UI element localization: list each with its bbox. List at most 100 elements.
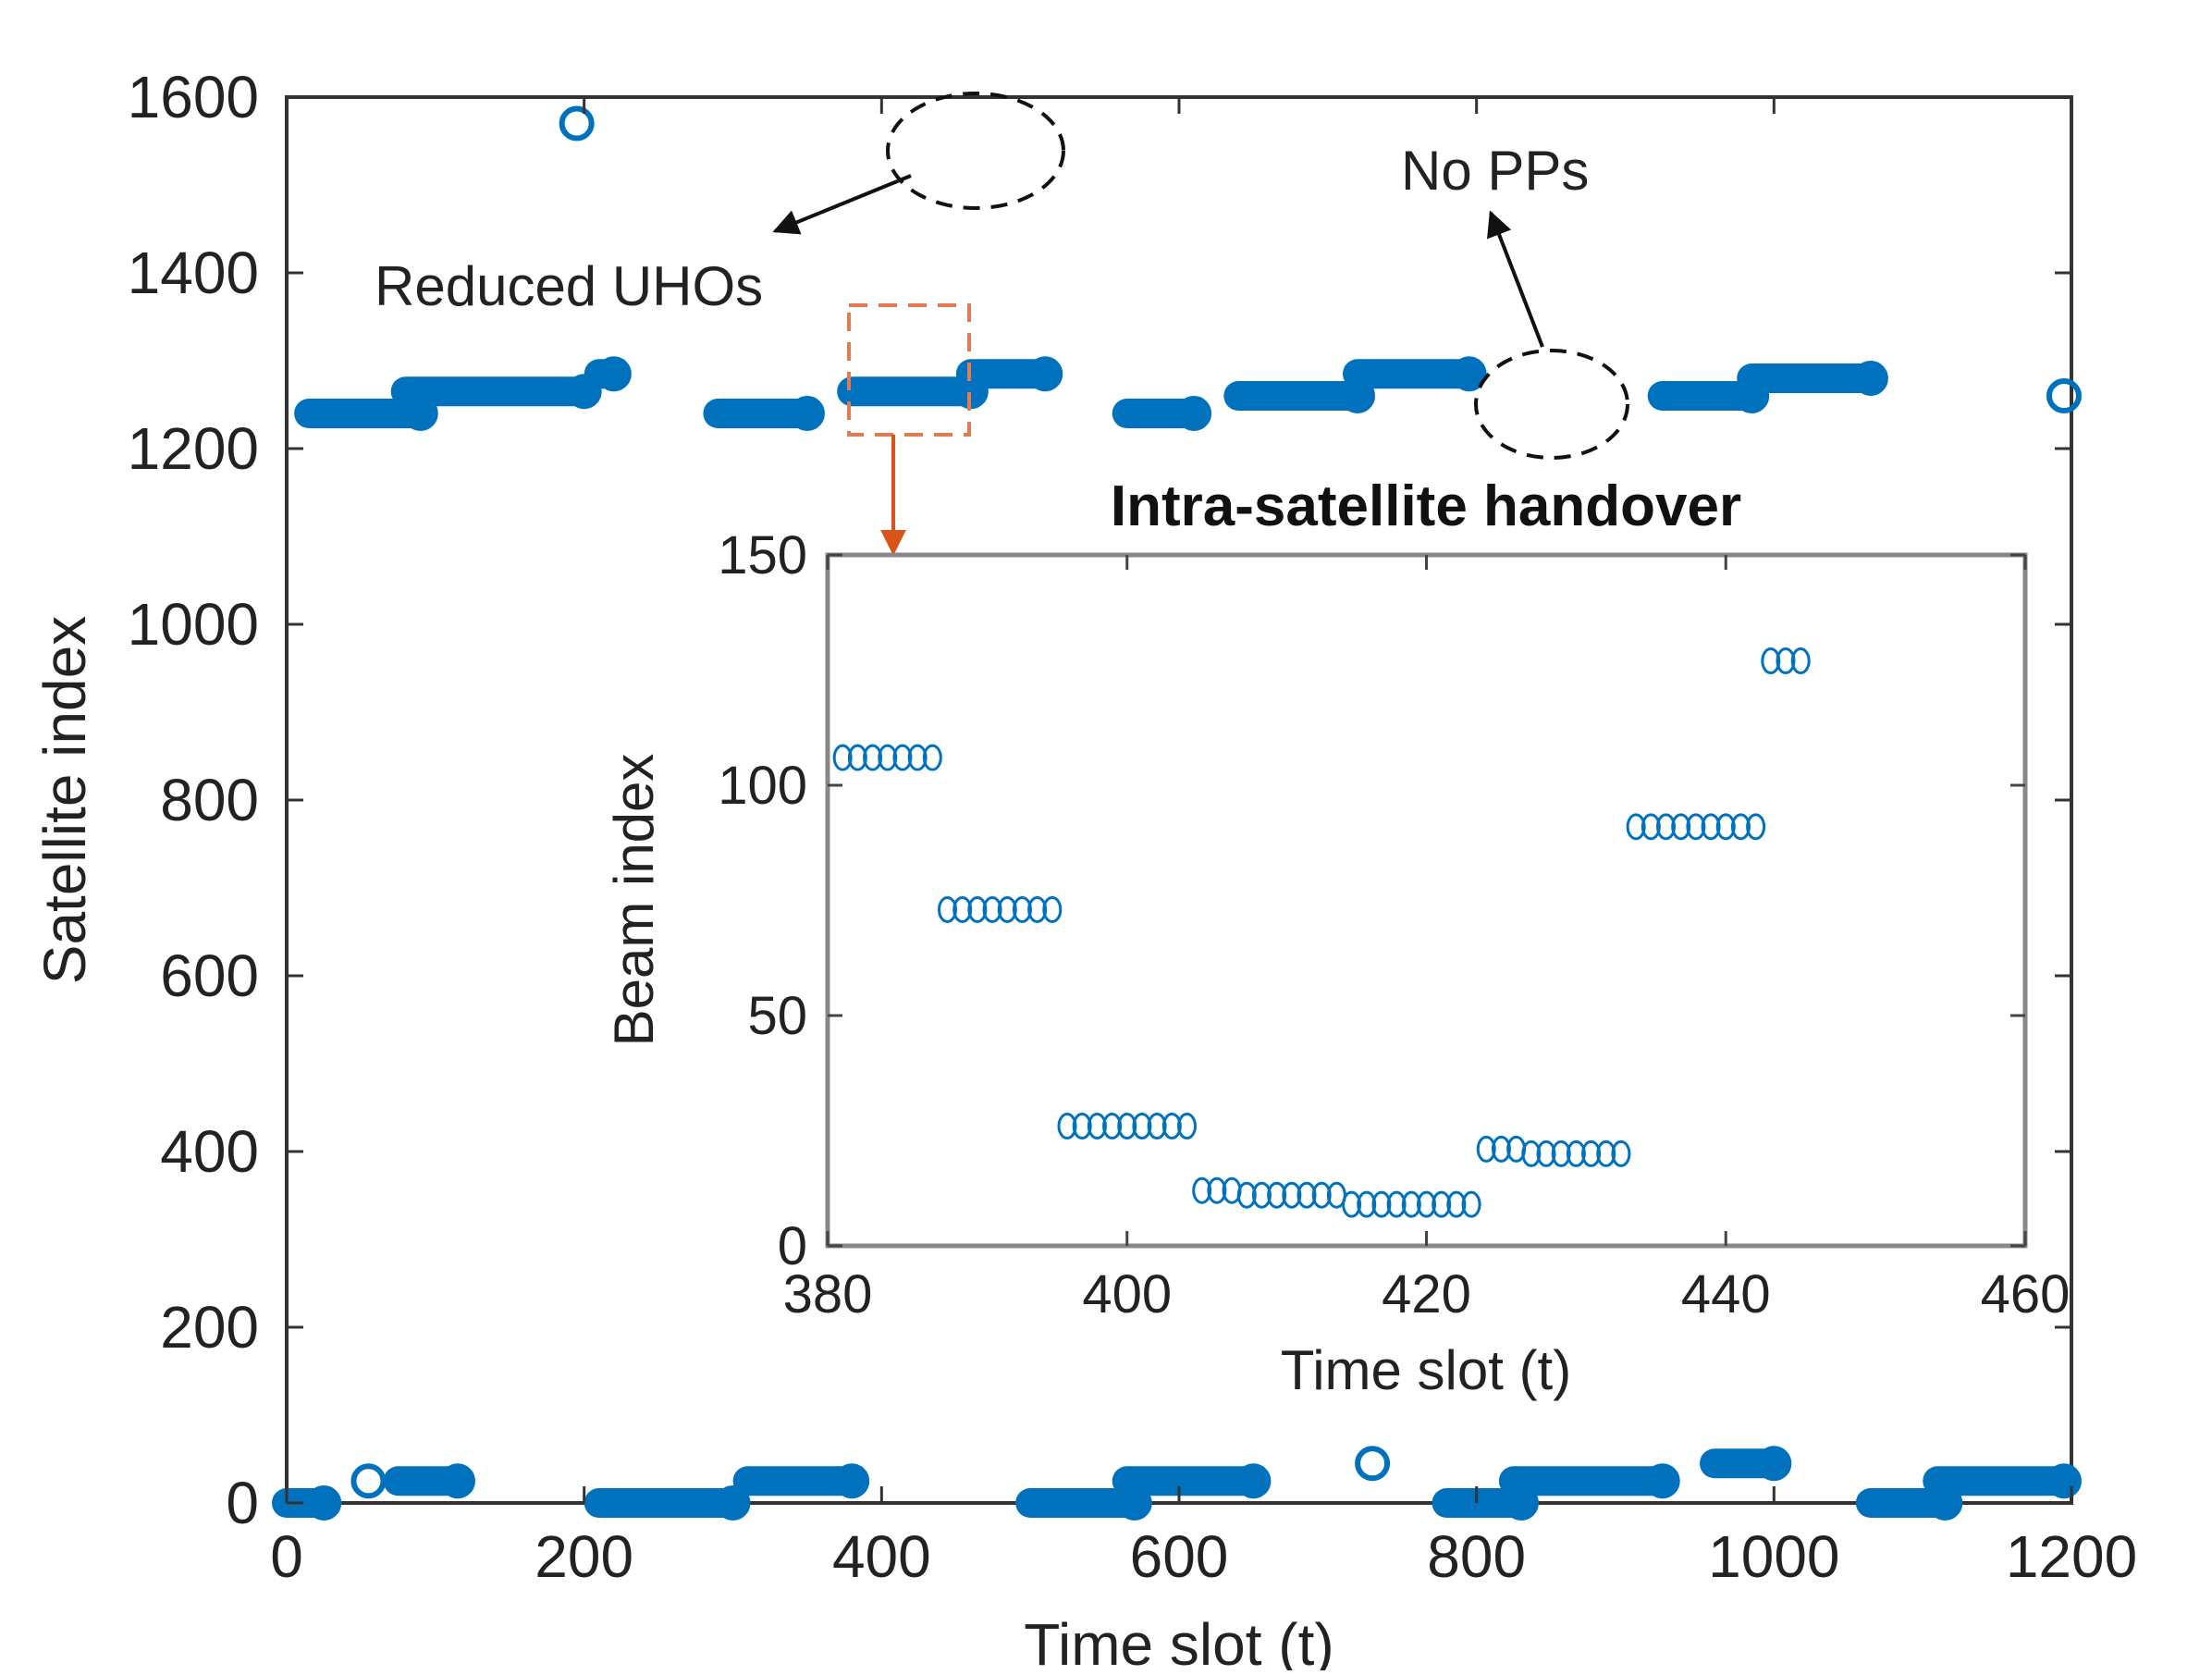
main-x-tick-label: 200 bbox=[535, 1523, 633, 1590]
main-data-point bbox=[2046, 1463, 2082, 1499]
main-data-point bbox=[1355, 1446, 1391, 1482]
inset-data-point bbox=[1715, 813, 1736, 841]
inset-data-point bbox=[1446, 1190, 1467, 1218]
main-data-point bbox=[350, 1463, 387, 1499]
inset-data-point bbox=[1551, 1139, 1571, 1167]
inset-data-point bbox=[1132, 1113, 1152, 1140]
inset-y-tick-label: 150 bbox=[718, 525, 807, 585]
inset-data-point bbox=[907, 744, 928, 771]
no-pps-label: No PPs bbox=[1401, 140, 1589, 202]
main-data-point bbox=[1644, 1463, 1680, 1499]
inset-data-point bbox=[1027, 895, 1048, 923]
inset-data-point bbox=[1012, 895, 1032, 923]
inset-plot-frame bbox=[825, 552, 2028, 1249]
inset-y-axis-title: Beam index bbox=[603, 754, 665, 1047]
inset-data-point bbox=[1042, 895, 1063, 923]
zoom-highlight-box bbox=[847, 303, 971, 437]
main-data-point bbox=[2046, 378, 2082, 413]
inset-x-ticks: 380 400 420 440 460 bbox=[783, 555, 2071, 1324]
main-x-tick-label: 400 bbox=[832, 1523, 931, 1590]
inset-data-point bbox=[1790, 647, 1811, 675]
inset-x-axis-title: Time slot (t) bbox=[1281, 1339, 1571, 1401]
main-y-tick-label: 400 bbox=[160, 1118, 259, 1185]
inset-data-point bbox=[1432, 1190, 1452, 1218]
main-y-tick-label: 0 bbox=[226, 1470, 259, 1536]
inset-data-point bbox=[1401, 1190, 1421, 1218]
main-y-tick-label: 1200 bbox=[128, 415, 259, 482]
main-y-axis-title: Satellite index bbox=[31, 616, 98, 984]
inset-data-point bbox=[1177, 1113, 1197, 1140]
inset-data-point bbox=[1566, 1139, 1586, 1167]
main-data-segment bbox=[584, 359, 629, 389]
main-data-segment bbox=[383, 1466, 473, 1496]
inset-marks bbox=[832, 647, 1811, 1218]
inset-data-point bbox=[847, 744, 867, 771]
inset-data-point bbox=[1357, 1190, 1377, 1218]
main-y-tick-label: 600 bbox=[160, 942, 259, 1009]
inset-data-point bbox=[1282, 1181, 1302, 1209]
inset-data-point bbox=[863, 744, 883, 771]
inset-data-point bbox=[1491, 1135, 1511, 1163]
main-data-segment bbox=[1700, 1448, 1789, 1479]
main-x-tick-label: 1200 bbox=[2006, 1523, 2137, 1590]
inset-data-point bbox=[1536, 1139, 1556, 1167]
inset-data-point bbox=[1236, 1181, 1257, 1209]
main-data-segment bbox=[1923, 1466, 2079, 1496]
main-data-segment bbox=[837, 376, 986, 407]
inset-data-point bbox=[1656, 813, 1676, 841]
inset-x-tick-label: 460 bbox=[1981, 1264, 2071, 1324]
inset-data-point bbox=[1342, 1190, 1362, 1218]
inset-data-point bbox=[1417, 1190, 1436, 1218]
inset-data-point bbox=[982, 895, 1002, 923]
main-y-tick-label: 1000 bbox=[128, 591, 259, 658]
main-data-segment bbox=[294, 399, 436, 428]
inset-x-tick-label: 380 bbox=[783, 1264, 873, 1324]
inset-data-point bbox=[1371, 1190, 1392, 1218]
main-data-segment bbox=[1343, 359, 1484, 389]
inset-plot: 380 400 420 440 460 0 50 100 150 Intra-satellit… bbox=[603, 474, 2070, 1401]
main-y-tick-label: 800 bbox=[160, 767, 259, 833]
main-data-point bbox=[1235, 1463, 1272, 1499]
inset-data-point bbox=[832, 744, 853, 771]
inset-data-point bbox=[1686, 813, 1706, 841]
main-data-segment bbox=[703, 399, 822, 428]
main-x-tick-label: 600 bbox=[1130, 1523, 1229, 1590]
main-data-segment bbox=[390, 376, 599, 407]
inset-data-point bbox=[1386, 1190, 1407, 1218]
inset-data-point bbox=[1057, 1113, 1077, 1140]
inset-x-tick-label: 420 bbox=[1382, 1264, 1471, 1324]
inset-x-tick-label: 440 bbox=[1681, 1264, 1771, 1324]
inset-data-point bbox=[1192, 1176, 1212, 1204]
inset-data-point bbox=[1117, 1113, 1137, 1140]
main-data-point bbox=[566, 374, 602, 410]
main-data-segment bbox=[1223, 381, 1372, 411]
main-data-point bbox=[1451, 356, 1487, 392]
main-data-point bbox=[789, 396, 825, 431]
inset-y-tick-label: 0 bbox=[778, 1216, 807, 1276]
inset-data-point bbox=[1476, 1135, 1496, 1163]
inset-data-point bbox=[1521, 1139, 1542, 1167]
main-data-point bbox=[1852, 361, 1888, 396]
main-data-segment bbox=[584, 1488, 748, 1518]
inset-data-point bbox=[1267, 1181, 1287, 1209]
reduced-uhos-label: Reduced UHOs bbox=[375, 255, 763, 317]
no-pps-arrow bbox=[1487, 210, 1544, 348]
main-marks bbox=[272, 105, 2082, 1521]
inset-data-point bbox=[1102, 1113, 1123, 1140]
main-data-point bbox=[306, 1485, 342, 1521]
inset-data-point bbox=[1311, 1181, 1332, 1209]
main-data-segment bbox=[1015, 1488, 1149, 1518]
main-x-tick-label: 0 bbox=[270, 1523, 303, 1590]
inset-data-point bbox=[1461, 1190, 1481, 1218]
inset-data-point bbox=[1671, 813, 1691, 841]
inset-data-point bbox=[1296, 1181, 1317, 1209]
inset-y-tick-label: 100 bbox=[718, 756, 807, 816]
main-data-point bbox=[559, 105, 595, 142]
inset-data-point bbox=[1746, 813, 1766, 841]
inset-data-point bbox=[892, 744, 913, 771]
main-y-tick-label: 1400 bbox=[128, 240, 259, 306]
inset-data-point bbox=[1161, 1113, 1182, 1140]
main-x-tick-label: 1000 bbox=[1708, 1523, 1839, 1590]
